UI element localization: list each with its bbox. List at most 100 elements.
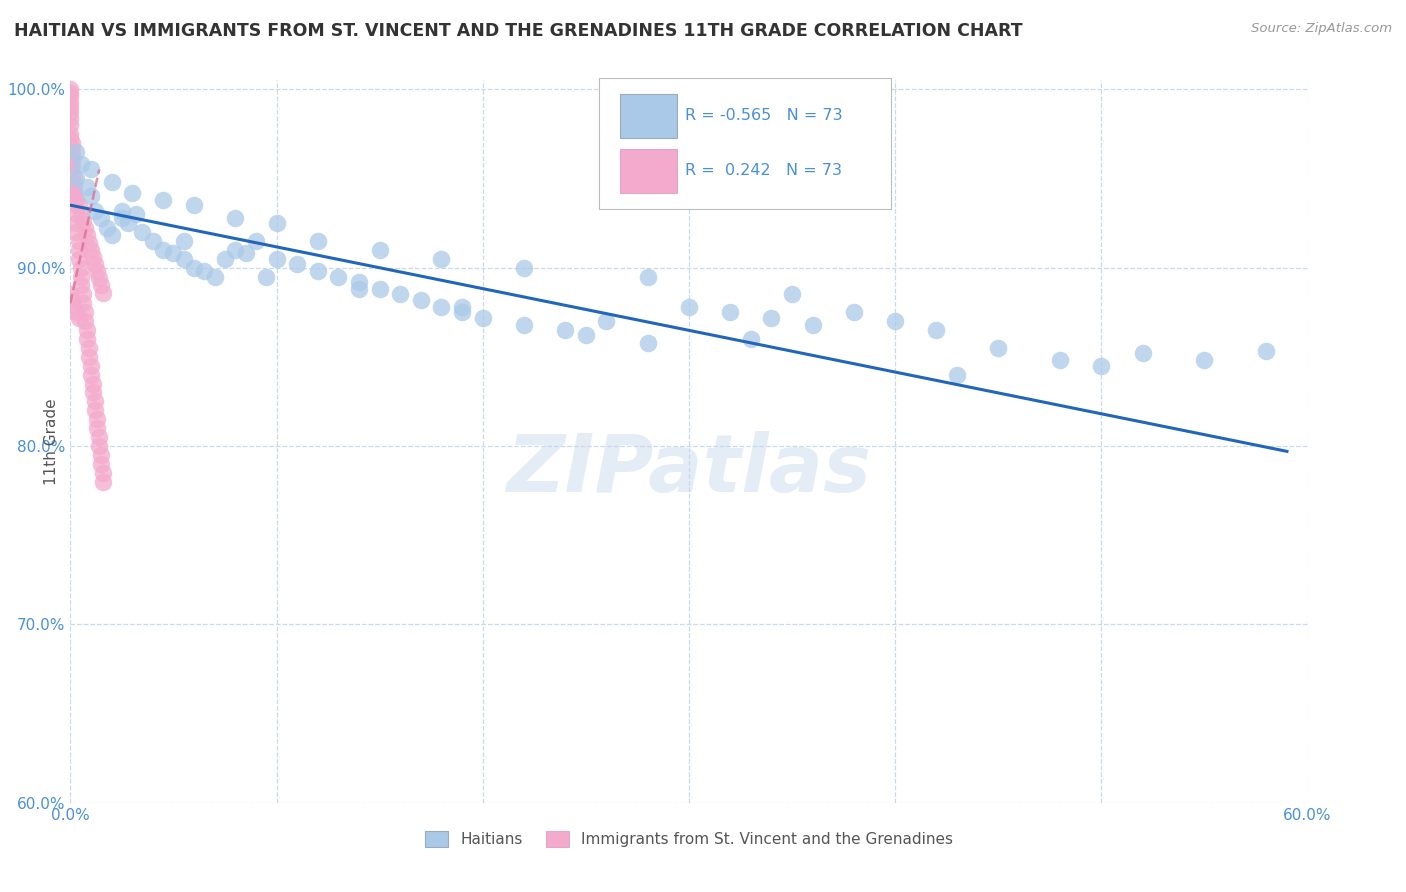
Point <box>63 171 86 186</box>
Point <box>69 269 91 284</box>
Point <box>80 359 103 373</box>
Point <box>86 412 108 426</box>
Point <box>63 189 86 203</box>
Point <box>69 157 91 171</box>
Point <box>328 269 350 284</box>
Point <box>63 300 86 314</box>
Point <box>84 403 107 417</box>
Point <box>554 323 576 337</box>
Point <box>183 260 205 275</box>
Point <box>60 175 83 189</box>
Point <box>89 271 111 285</box>
Point <box>59 105 82 120</box>
Point <box>307 264 329 278</box>
Point <box>987 341 1010 355</box>
Point <box>266 216 288 230</box>
Point <box>59 95 82 109</box>
Point <box>173 252 195 266</box>
Point <box>69 260 91 275</box>
Point <box>285 257 308 271</box>
Point <box>69 278 91 293</box>
Point <box>89 439 111 453</box>
Point <box>307 234 329 248</box>
Point <box>59 89 82 103</box>
Point <box>761 310 783 325</box>
Point <box>718 305 741 319</box>
Point <box>72 214 94 228</box>
Point <box>82 250 104 264</box>
Text: R = -0.565   N = 73: R = -0.565 N = 73 <box>685 108 842 123</box>
Point <box>69 207 91 221</box>
Text: ZIPatlas: ZIPatlas <box>506 432 872 509</box>
Point <box>76 323 98 337</box>
Point <box>100 175 122 189</box>
Point <box>63 186 86 200</box>
Text: Source: ZipAtlas.com: Source: ZipAtlas.com <box>1251 22 1392 36</box>
Point <box>59 150 82 164</box>
Point <box>91 475 114 489</box>
Point <box>59 132 82 146</box>
Point <box>471 310 494 325</box>
Point <box>65 207 87 221</box>
Point <box>409 293 432 307</box>
Point <box>946 368 969 382</box>
Point <box>67 234 90 248</box>
Point <box>59 162 82 177</box>
Point <box>121 186 143 200</box>
Point <box>780 287 803 301</box>
Legend: Haitians, Immigrants from St. Vincent and the Grenadines: Haitians, Immigrants from St. Vincent an… <box>419 825 959 853</box>
Point <box>90 278 112 293</box>
Point <box>142 234 165 248</box>
Text: R =  0.242   N = 73: R = 0.242 N = 73 <box>685 163 842 178</box>
Point <box>266 252 288 266</box>
Point <box>63 196 86 211</box>
Point <box>59 100 82 114</box>
Point <box>82 376 104 391</box>
Point <box>842 305 865 319</box>
Point <box>77 350 100 364</box>
Point <box>347 282 370 296</box>
Point <box>678 300 700 314</box>
Point <box>82 385 104 400</box>
Point <box>1256 344 1278 359</box>
Point <box>1090 359 1112 373</box>
Point <box>59 86 82 100</box>
Point <box>76 180 98 194</box>
Point <box>1132 346 1154 360</box>
Point <box>224 243 246 257</box>
Point <box>73 305 96 319</box>
Point <box>73 221 96 235</box>
Point <box>368 282 391 296</box>
Point <box>67 310 90 325</box>
Point <box>451 305 474 319</box>
Point <box>224 211 246 225</box>
Point <box>65 171 87 186</box>
Point <box>1194 353 1216 368</box>
Point <box>173 234 195 248</box>
Point <box>84 203 107 218</box>
Point <box>80 189 103 203</box>
Point <box>60 141 83 155</box>
Point <box>637 269 659 284</box>
Point <box>152 193 174 207</box>
Point <box>59 127 82 141</box>
FancyBboxPatch shape <box>620 149 676 193</box>
Point <box>368 243 391 257</box>
Point <box>60 148 83 162</box>
Point <box>193 264 215 278</box>
Point <box>67 243 90 257</box>
Point <box>86 264 108 278</box>
Point <box>80 368 103 382</box>
Point <box>60 153 83 168</box>
Point <box>925 323 948 337</box>
Point <box>60 136 83 150</box>
Point <box>86 421 108 435</box>
Point <box>84 257 107 271</box>
Point <box>595 314 617 328</box>
Point <box>91 285 114 300</box>
Point <box>59 287 82 301</box>
Point <box>389 287 412 301</box>
Point <box>131 225 153 239</box>
Point <box>80 243 103 257</box>
Point <box>575 328 598 343</box>
